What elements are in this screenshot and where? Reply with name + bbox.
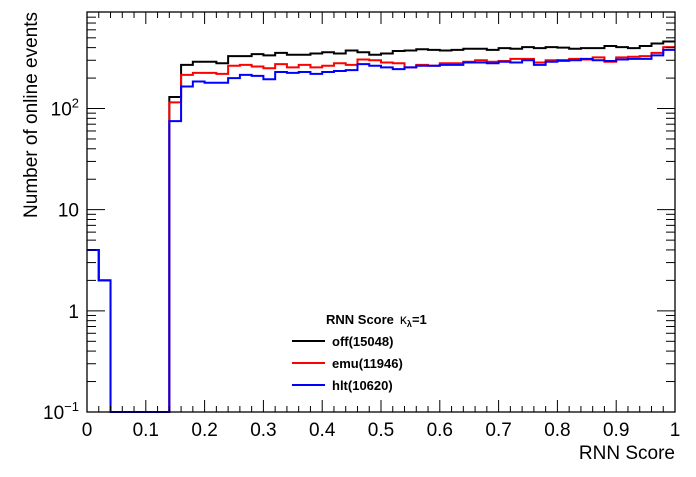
x-tick-label: 0.3 <box>250 420 276 441</box>
x-tick-label: 0.8 <box>544 420 570 441</box>
y-tick-label: 10−1 <box>43 399 79 424</box>
x-tick-label: 0.7 <box>485 420 511 441</box>
x-tick-label: 0 <box>82 420 93 441</box>
y-axis-title: Number of online events <box>21 12 42 218</box>
series-layer <box>87 40 675 413</box>
x-axis-title: RNN Score <box>579 443 675 464</box>
legend: RNN Score κλ=1 off(15048) emu(11946) hlt(10… <box>292 311 427 393</box>
legend-title: RNN Score κλ=1 <box>326 311 427 329</box>
y-tick-labels: 10−1 1 10 102 <box>43 96 79 424</box>
y-tick-label: 10 <box>58 201 79 222</box>
legend-label: emu(11946) <box>332 356 403 371</box>
legend-eq: =1 <box>412 312 427 327</box>
x-tick-label: 0.9 <box>603 420 629 441</box>
series-line-hlt <box>87 48 675 413</box>
legend-label: hlt(10620) <box>332 378 393 393</box>
series-line-off <box>87 40 675 413</box>
x-tick-labels: 0 0.1 0.2 0.3 0.4 0.5 0.6 0.7 0.8 0.9 1 <box>82 420 681 441</box>
axis-ticks <box>86 11 676 413</box>
plot-frame <box>86 11 676 413</box>
legend-lambda: λ <box>407 319 412 329</box>
legend-entries: off(15048) emu(11946) hlt(10620) <box>292 334 403 393</box>
legend-label: off(15048) <box>332 334 393 349</box>
legend-title-text: RNN Score <box>326 312 394 327</box>
x-tick-label: 0.6 <box>427 420 453 441</box>
x-tick-label: 0.4 <box>309 420 336 441</box>
y-tick-label: 1 <box>68 302 79 323</box>
x-tick-label: 1 <box>670 420 681 441</box>
x-tick-label: 0.1 <box>133 420 159 441</box>
y-tick-label: 102 <box>51 96 79 121</box>
x-tick-label: 0.2 <box>191 420 217 441</box>
x-tick-label: 0.5 <box>368 420 394 441</box>
legend-kappa: κ <box>400 311 408 327</box>
